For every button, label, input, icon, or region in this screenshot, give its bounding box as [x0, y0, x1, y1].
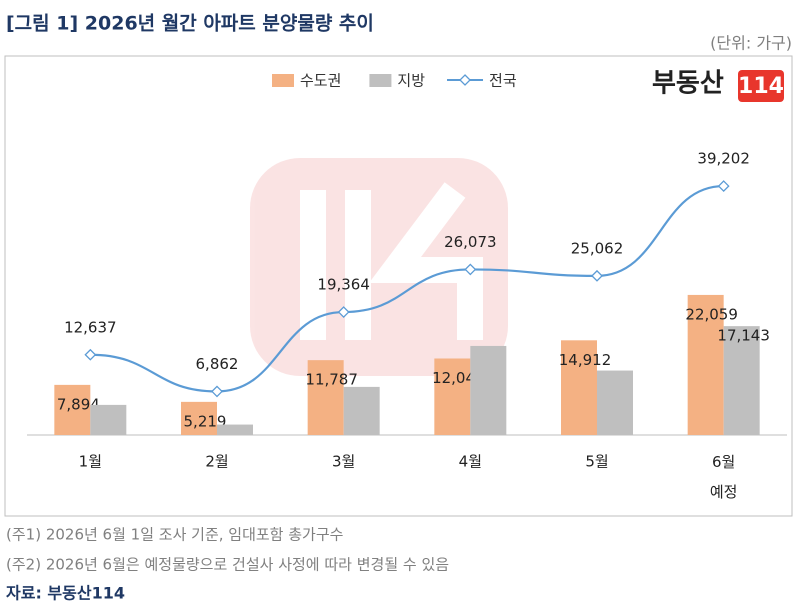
unit-label: (단위: 가구) [710, 34, 792, 53]
bar [470, 345, 507, 435]
note: (주1) 2026년 6월 1일 조사 기준, 임대포함 총가구수 [6, 526, 343, 544]
data-label: 17,143 [717, 327, 770, 345]
data-label: 25,062 [571, 239, 624, 257]
legend-swatch [369, 74, 392, 87]
legend-label: 수도권 [300, 72, 341, 90]
data-label: 26,073 [444, 233, 497, 251]
legend-swatch [272, 74, 294, 87]
x-tick-label: 3월 [332, 453, 355, 471]
data-label: 12,637 [64, 318, 117, 336]
bar [217, 424, 253, 435]
x-tick-label: 2월 [205, 453, 228, 471]
data-label: 22,059 [685, 305, 738, 323]
plot-frame [4, 55, 793, 517]
data-label: 19,364 [317, 276, 370, 294]
watermark [250, 158, 508, 376]
brand-name: 부동산 [652, 69, 724, 99]
marker [464, 263, 477, 276]
bar [90, 404, 127, 435]
bar [561, 340, 597, 435]
bar [54, 384, 91, 435]
marker [591, 269, 603, 282]
x-tick-label: 4월 [459, 453, 482, 471]
x-tick-label: 1월 [79, 453, 102, 471]
brand-badge-text: 114 [738, 74, 784, 99]
bar [307, 360, 344, 435]
x-tick-label: 5월 [585, 453, 608, 471]
data-label: 39,202 [697, 150, 750, 168]
marker [84, 348, 97, 361]
legend-label: 전국 [489, 72, 517, 90]
data-label: 14,912 [559, 351, 612, 369]
marker [337, 306, 350, 318]
note: (주2) 2026년 6월은 예정물량으로 건설사 사정에 따라 변경될 수 있… [6, 556, 449, 574]
data-label: 5,219 [184, 412, 227, 430]
bar [597, 370, 633, 435]
bar [434, 358, 471, 435]
legend-label: 지방 [397, 72, 425, 90]
legend-marker [459, 74, 471, 86]
bar [723, 326, 760, 435]
data-label: 7,894 [57, 395, 100, 413]
bar [687, 294, 724, 435]
data-label: 11,787 [305, 371, 358, 389]
source: 자료: 부동산114 [6, 584, 125, 603]
brand-badge [738, 70, 784, 102]
line [90, 184, 724, 393]
marker [717, 180, 730, 192]
x-tick-label: 6월 예정 [710, 453, 738, 501]
data-label: 6,862 [196, 355, 239, 373]
chart-title: [그림 1] 2026년 월간 아파트 분양물량 추이 [6, 13, 374, 35]
bar [343, 386, 380, 435]
marker [211, 385, 223, 398]
bar [181, 401, 217, 435]
